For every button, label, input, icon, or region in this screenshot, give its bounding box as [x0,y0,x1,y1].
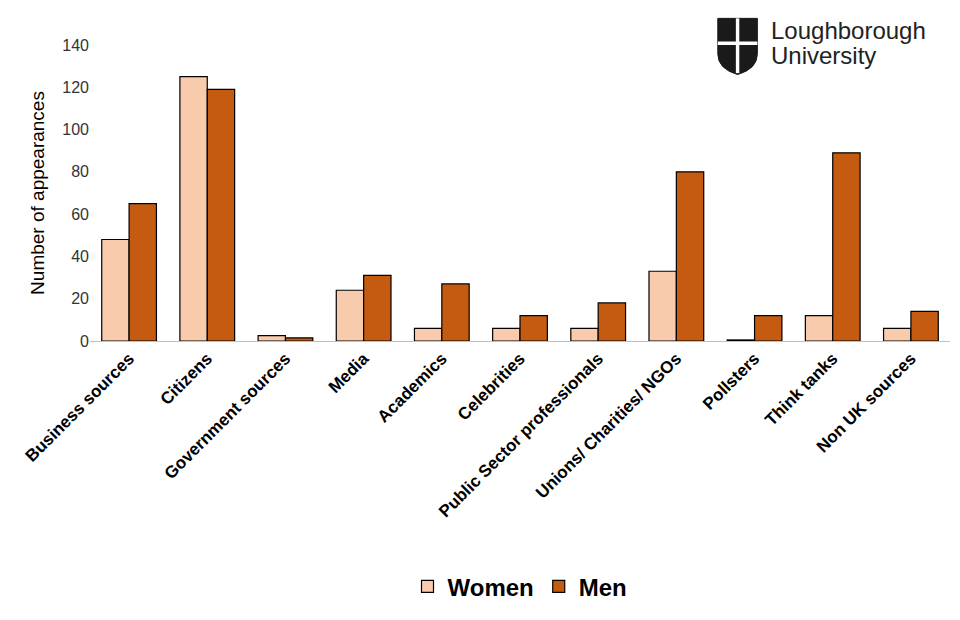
svg-text:0: 0 [80,333,89,350]
svg-text:Men: Men [579,574,627,601]
svg-text:Citizens: Citizens [157,349,217,409]
svg-text:Celebrities: Celebrities [454,349,529,424]
svg-text:Women: Women [448,574,534,601]
svg-text:Pollsters: Pollsters [699,349,763,413]
svg-text:100: 100 [62,121,89,138]
svg-text:Public Sector professionals: Public Sector professionals [435,349,607,521]
svg-text:Government sources: Government sources [161,349,295,483]
svg-text:Loughborough: Loughborough [771,17,926,44]
svg-text:Media: Media [325,349,373,397]
svg-text:60: 60 [71,206,89,223]
svg-text:Unions/ Charities/ NGOs: Unions/ Charities/ NGOs [532,349,685,502]
svg-text:Think tanks: Think tanks [761,349,841,429]
svg-text:80: 80 [71,163,89,180]
svg-text:Number of appearances: Number of appearances [27,91,48,295]
svg-text:University: University [771,42,876,69]
svg-text:40: 40 [71,248,89,265]
svg-text:20: 20 [71,290,89,307]
svg-text:140: 140 [62,37,89,54]
svg-text:Business sources: Business sources [22,349,138,465]
svg-text:Academics: Academics [374,349,451,426]
svg-text:Non UK sources: Non UK sources [813,349,920,456]
svg-text:120: 120 [62,79,89,96]
